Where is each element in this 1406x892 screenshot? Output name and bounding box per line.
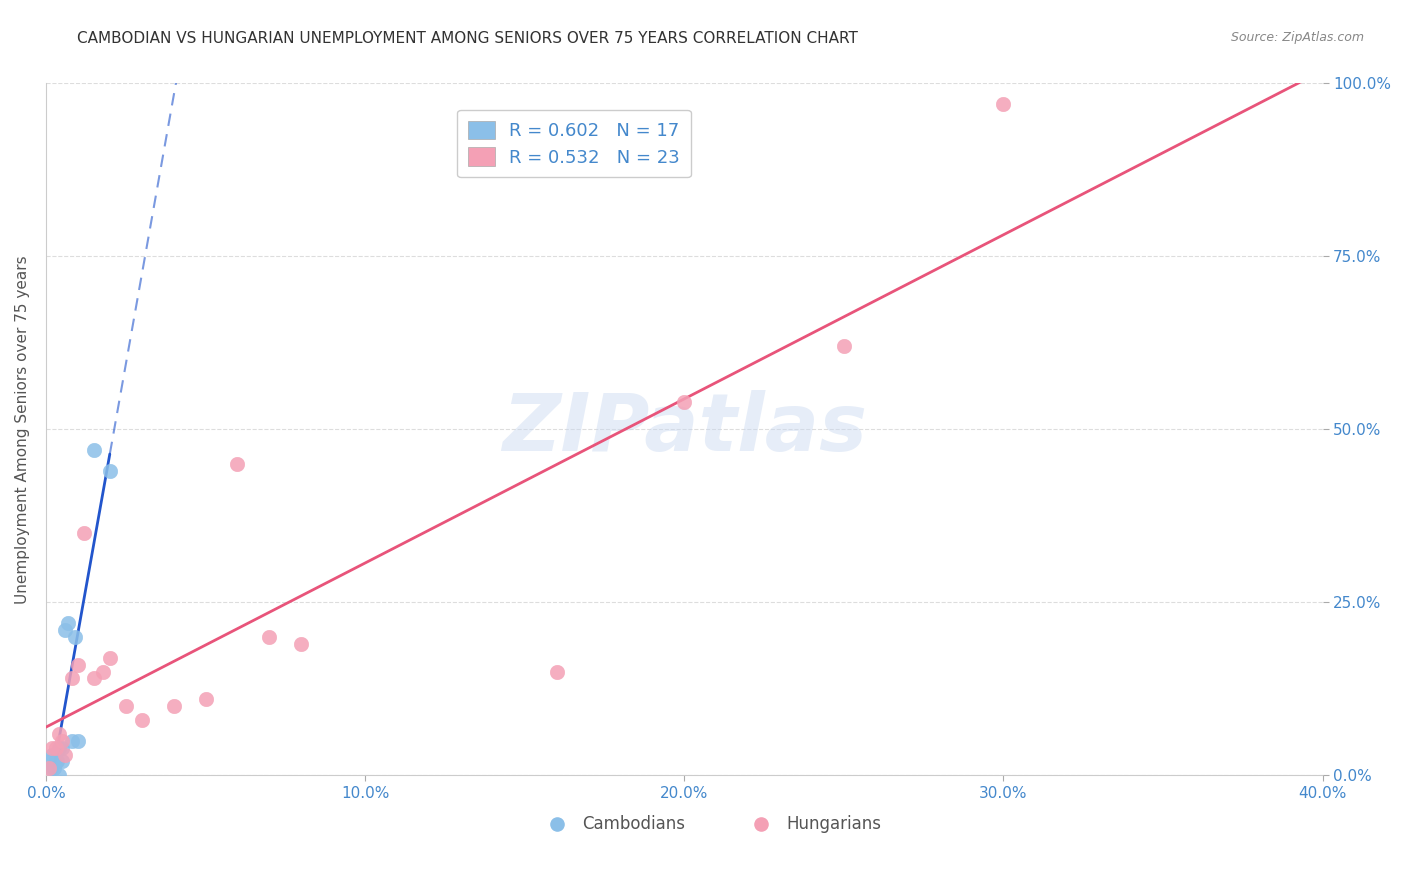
Legend: R = 0.602   N = 17, R = 0.532   N = 23: R = 0.602 N = 17, R = 0.532 N = 23 (457, 110, 692, 178)
Point (66, 733, 89, 747)
Point (73, 526, 96, 541)
Point (42, 761, 65, 775)
Point (38, 761, 60, 775)
Point (46, 755, 69, 769)
Point (226, 457, 249, 471)
Point (290, 637, 312, 651)
Point (48, 769, 70, 783)
Point (98, 650, 121, 665)
Point (51, 733, 73, 747)
Point (48, 768, 70, 782)
Point (66, 657, 89, 672)
Point (39, 761, 62, 775)
Point (993, 97, 1015, 112)
Text: Cambodians: Cambodians (582, 814, 685, 833)
Point (45, 740, 67, 755)
Text: Hungarians: Hungarians (786, 814, 882, 833)
Y-axis label: Unemployment Among Seniors over 75 years: Unemployment Among Seniors over 75 years (15, 255, 30, 604)
Point (83, 443, 105, 458)
Point (58, 616, 80, 631)
Point (41, 747, 63, 762)
Point (673, 394, 696, 409)
Point (83, 672, 105, 686)
Point (48, 740, 70, 755)
Point (63, 630, 86, 644)
Text: Source: ZipAtlas.com: Source: ZipAtlas.com (1230, 31, 1364, 45)
Point (93, 665, 115, 679)
Text: ZIPatlas: ZIPatlas (502, 391, 866, 468)
Point (60, 672, 83, 686)
Point (48, 727, 70, 741)
Point (60, 733, 83, 747)
Point (45, 755, 67, 769)
Point (53, 747, 76, 762)
Point (98, 464, 121, 478)
Point (832, 339, 855, 353)
Point (546, 665, 568, 679)
Point (38, 755, 60, 769)
Point (162, 699, 184, 714)
Point (52, 769, 75, 783)
Point (259, 630, 281, 644)
Text: CAMBODIAN VS HUNGARIAN UNEMPLOYMENT AMONG SENIORS OVER 75 YEARS CORRELATION CHAR: CAMBODIAN VS HUNGARIAN UNEMPLOYMENT AMON… (77, 31, 858, 46)
Point (41, 740, 63, 755)
Point (131, 713, 153, 727)
Point (114, 699, 136, 714)
Point (53, 623, 76, 637)
Point (51, 755, 73, 769)
Point (51, 740, 73, 755)
Point (194, 692, 217, 706)
